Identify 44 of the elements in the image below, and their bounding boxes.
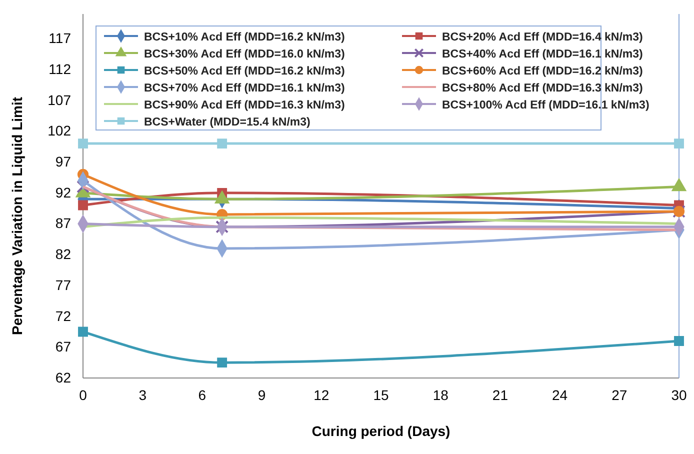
- x-tick-label: 27: [612, 386, 628, 403]
- x-tick-label: 9: [258, 386, 266, 403]
- legend-label: BCS+10% Acd Eff (MDD=16.2 kN/m3): [144, 32, 346, 44]
- legend-label: BCS+30% Acd Eff (MDD=16.0 kN/m3): [144, 48, 346, 60]
- y-tick-label: 82: [55, 246, 72, 262]
- x-tick-label: 21: [492, 386, 508, 403]
- legend-label: BCS+40% Acd Eff (MDD=16.1 kN/m3): [442, 48, 644, 60]
- point: [78, 138, 88, 149]
- point: [217, 138, 228, 149]
- y-tick-label: 77: [55, 276, 72, 293]
- legend-label: BCS+70% Acd Eff (MDD=16.1 kN/m3): [144, 82, 346, 94]
- x-tick-label: 12: [314, 386, 330, 403]
- y-tick-label: 102: [48, 122, 72, 139]
- y-tick-label: 67: [55, 338, 72, 355]
- point: [674, 138, 684, 149]
- y-tick-label: 112: [48, 61, 72, 78]
- x-tick-label: 6: [198, 386, 206, 403]
- x-tick-label: 15: [373, 386, 389, 403]
- x-tick-label: 30: [671, 386, 687, 403]
- point: [217, 358, 228, 368]
- legend-label: BCS+80% Acd Eff (MDD=16.3 kN/m3): [442, 82, 644, 94]
- y-axis-title: Perventage Variation in Liquid Limit: [9, 96, 25, 336]
- point: [216, 220, 229, 234]
- x-tick-label: 24: [552, 386, 568, 403]
- y-tick-label: 92: [55, 184, 72, 200]
- x-tick-label: 0: [79, 386, 88, 403]
- x-tick-label: 18: [432, 386, 449, 403]
- y-tick-label: 97: [55, 154, 72, 170]
- y-tick-label: 72: [55, 308, 72, 324]
- legend-label: BCS+60% Acd Eff (MDD=16.2 kN/m3): [442, 66, 644, 78]
- legend-label: BCS+Water (MDD=15.4 kN/m3): [144, 116, 311, 128]
- point: [78, 326, 88, 337]
- legend-label: BCS+20% Acd Eff (MDD=16.4 kN/m3): [442, 32, 644, 44]
- legend-label: BCS+50% Acd Eff (MDD=16.2 kN/m3): [144, 66, 346, 78]
- point: [76, 180, 90, 194]
- point: [674, 336, 684, 346]
- x-axis-title: Curing period (Days): [312, 423, 450, 439]
- y-tick-label: 107: [48, 92, 72, 108]
- x-tick-label: 3: [138, 386, 147, 403]
- legend-label: BCS+100% Acd Eff (MDD=16.1 kN/m3): [442, 100, 650, 112]
- y-tick-label: 62: [55, 369, 72, 386]
- y-tick-label: 117: [48, 30, 72, 46]
- legend-label: BCS+90% Acd Eff (MDD=16.3 kN/m3): [144, 100, 346, 112]
- y-tick-label: 87: [55, 215, 72, 232]
